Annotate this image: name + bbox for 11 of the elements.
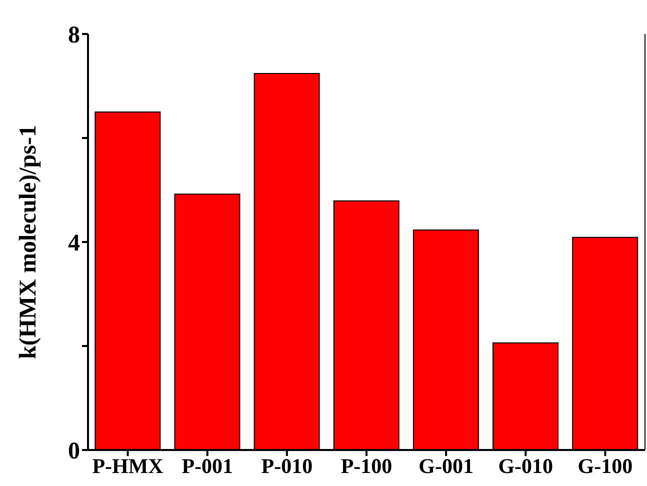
x-tick-label: G-100: [578, 454, 633, 478]
x-tick-label: G-010: [498, 454, 554, 478]
x-tick-label: P-010: [261, 454, 313, 478]
y-axis-title: k(HMX molecule)/ps-1: [16, 125, 42, 359]
x-tick-label: P-001: [182, 454, 234, 478]
x-tick-label: G-001: [418, 454, 474, 478]
x-tick-label: P-100: [340, 454, 392, 478]
y-tick-label: 8: [68, 22, 80, 49]
y-tick-label: 4: [68, 230, 80, 257]
x-tick-label: P-HMX: [92, 454, 164, 478]
y-tick-label: 0: [68, 438, 80, 465]
